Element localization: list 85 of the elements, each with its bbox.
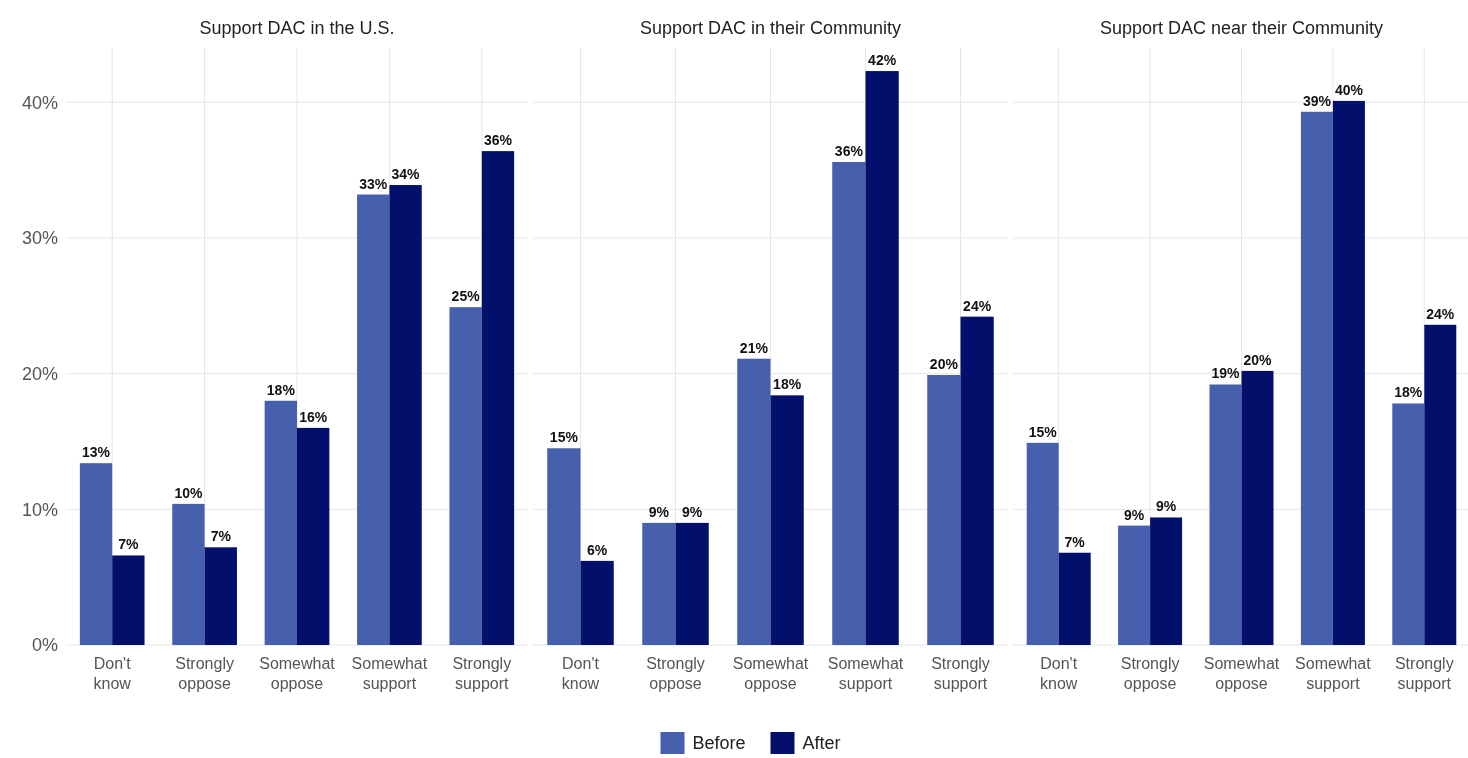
bar (642, 522, 676, 645)
y-tick-label: 10% (21, 499, 58, 520)
data-label: 18% (773, 376, 802, 393)
data-label: 33% (359, 175, 388, 192)
bar (1026, 442, 1059, 645)
x-tick-label: Strongly oppose (1120, 655, 1180, 692)
bar (737, 358, 771, 645)
bar (770, 395, 804, 645)
bar (449, 307, 482, 645)
y-tick-label: 30% (21, 228, 58, 249)
data-label: 7% (210, 528, 232, 545)
x-tick-label: Don't know (561, 655, 600, 692)
data-label: 40% (1334, 81, 1364, 98)
data-label: 36% (483, 132, 513, 149)
bar (297, 427, 330, 645)
data-label: 18% (1394, 384, 1423, 401)
x-tick-label: Somewhat oppose (1203, 655, 1280, 692)
bar (172, 503, 205, 645)
x-tick-label: Somewhat oppose (732, 655, 809, 692)
legend-label: Before (692, 733, 746, 754)
bar (1424, 324, 1457, 645)
bar (675, 522, 709, 645)
data-label: 9% (682, 503, 703, 520)
data-label: 10% (174, 484, 203, 501)
data-label: 15% (549, 429, 579, 446)
x-tick-label: Don't know (93, 655, 132, 692)
bar (1058, 552, 1091, 645)
data-label: 21% (739, 339, 769, 356)
y-tick-label: 20% (21, 363, 58, 384)
bar (1241, 370, 1274, 645)
bar (960, 316, 994, 645)
bar (580, 560, 614, 645)
bar (357, 194, 390, 645)
x-tick-label: Somewhat support (1295, 655, 1372, 692)
legend-label: After (802, 733, 841, 754)
y-tick-label: 0% (31, 635, 58, 656)
bar (1150, 517, 1183, 645)
data-label: 9% (1155, 498, 1177, 515)
bar (389, 185, 422, 645)
data-label: 9% (648, 503, 670, 520)
bar (264, 400, 297, 645)
x-tick-label: Strongly oppose (175, 655, 234, 692)
chart-title: Support DAC in the U.S. (199, 18, 395, 38)
x-tick-label: Strongly oppose (646, 655, 705, 692)
data-label: 36% (834, 142, 864, 159)
bar (204, 547, 237, 645)
data-label: 24% (1426, 305, 1455, 322)
bar (481, 151, 515, 645)
x-tick-label: Strongly support (452, 655, 512, 692)
data-label: 20% (929, 355, 959, 372)
data-label: 42% (868, 52, 897, 69)
bar (1209, 384, 1242, 645)
x-tick-label: Somewhat support (827, 655, 904, 692)
bar (1300, 111, 1333, 645)
data-label: 24% (963, 297, 992, 314)
data-label: 20% (1243, 351, 1273, 368)
bar (865, 71, 899, 645)
x-tick-label: Somewhat oppose (259, 655, 336, 692)
x-tick-label: Strongly support (931, 655, 990, 692)
bar (547, 448, 581, 645)
data-label: 7% (118, 536, 140, 553)
bar (832, 161, 866, 645)
bar (1332, 100, 1365, 645)
data-label: 16% (299, 408, 328, 425)
bar (1392, 403, 1425, 645)
chart-title: Support DAC near their Community (1099, 18, 1384, 38)
chart-title: Support DAC in their Community (639, 18, 902, 38)
data-label: 6% (587, 541, 608, 558)
bar (1118, 525, 1151, 645)
data-label: 19% (1211, 365, 1241, 382)
data-label: 34% (391, 166, 421, 183)
data-label: 7% (1064, 533, 1086, 550)
data-label: 9% (1123, 506, 1145, 523)
data-label: 39% (1302, 92, 1332, 109)
bar (79, 463, 113, 645)
bar (112, 555, 145, 645)
x-tick-label: Strongly support (1394, 655, 1454, 692)
data-label: 15% (1028, 423, 1058, 440)
data-label: 18% (266, 381, 296, 398)
bar (927, 374, 961, 645)
x-tick-label: Somewhat support (351, 655, 428, 692)
data-label: 25% (451, 288, 481, 305)
data-label: 13% (82, 444, 111, 461)
y-tick-label: 40% (21, 92, 58, 113)
x-tick-label: Don't know (1040, 655, 1078, 692)
